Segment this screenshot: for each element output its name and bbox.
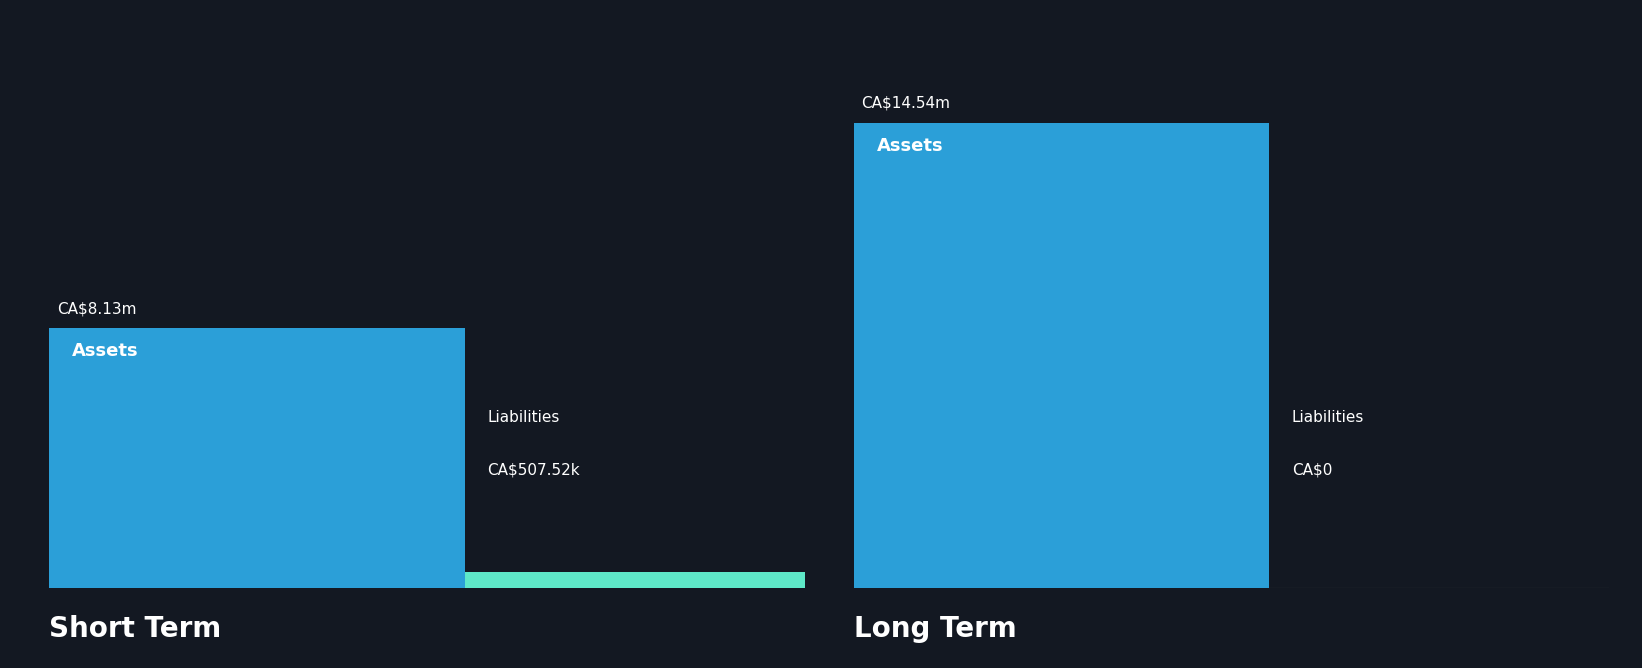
Text: Liabilities: Liabilities bbox=[1292, 410, 1365, 425]
Text: CA$507.52k: CA$507.52k bbox=[488, 462, 580, 477]
Text: CA$8.13m: CA$8.13m bbox=[57, 301, 136, 316]
Bar bbox=[465, 572, 805, 588]
Text: Assets: Assets bbox=[877, 136, 943, 154]
Text: Liabilities: Liabilities bbox=[488, 410, 560, 425]
Bar bbox=[854, 123, 1269, 588]
Text: CA$14.54m: CA$14.54m bbox=[862, 96, 951, 111]
Text: Long Term: Long Term bbox=[854, 615, 1016, 643]
Bar bbox=[49, 328, 465, 588]
Text: Assets: Assets bbox=[72, 341, 138, 359]
Text: CA$0: CA$0 bbox=[1292, 462, 1332, 477]
Text: Short Term: Short Term bbox=[49, 615, 222, 643]
